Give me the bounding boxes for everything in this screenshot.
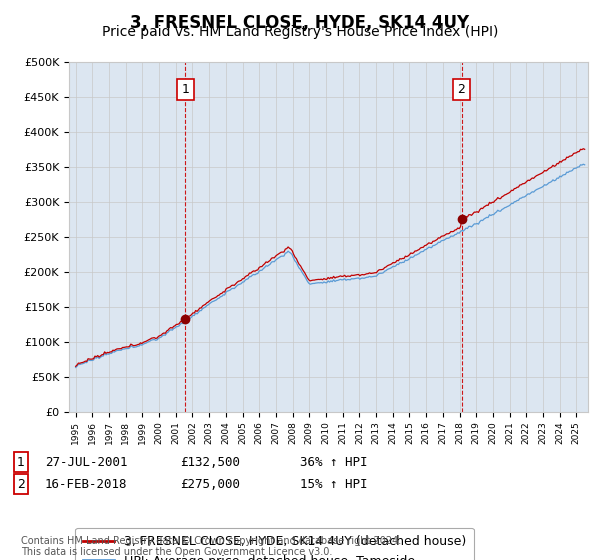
- Text: 2: 2: [17, 478, 25, 491]
- Text: 36% ↑ HPI: 36% ↑ HPI: [300, 455, 367, 469]
- Text: Price paid vs. HM Land Registry's House Price Index (HPI): Price paid vs. HM Land Registry's House …: [102, 25, 498, 39]
- Text: 3, FRESNEL CLOSE, HYDE, SK14 4UY: 3, FRESNEL CLOSE, HYDE, SK14 4UY: [130, 14, 470, 32]
- Text: Contains HM Land Registry data © Crown copyright and database right 2024.
This d: Contains HM Land Registry data © Crown c…: [21, 535, 401, 557]
- Text: 1: 1: [181, 83, 189, 96]
- Text: £275,000: £275,000: [180, 478, 240, 491]
- Text: 2: 2: [458, 83, 466, 96]
- Legend: 3, FRESNEL CLOSE, HYDE, SK14 4UY (detached house), HPI: Average price, detached : 3, FRESNEL CLOSE, HYDE, SK14 4UY (detach…: [75, 528, 474, 560]
- Text: 16-FEB-2018: 16-FEB-2018: [45, 478, 128, 491]
- Text: £132,500: £132,500: [180, 455, 240, 469]
- Text: 15% ↑ HPI: 15% ↑ HPI: [300, 478, 367, 491]
- Text: 27-JUL-2001: 27-JUL-2001: [45, 455, 128, 469]
- Text: 1: 1: [17, 455, 25, 469]
